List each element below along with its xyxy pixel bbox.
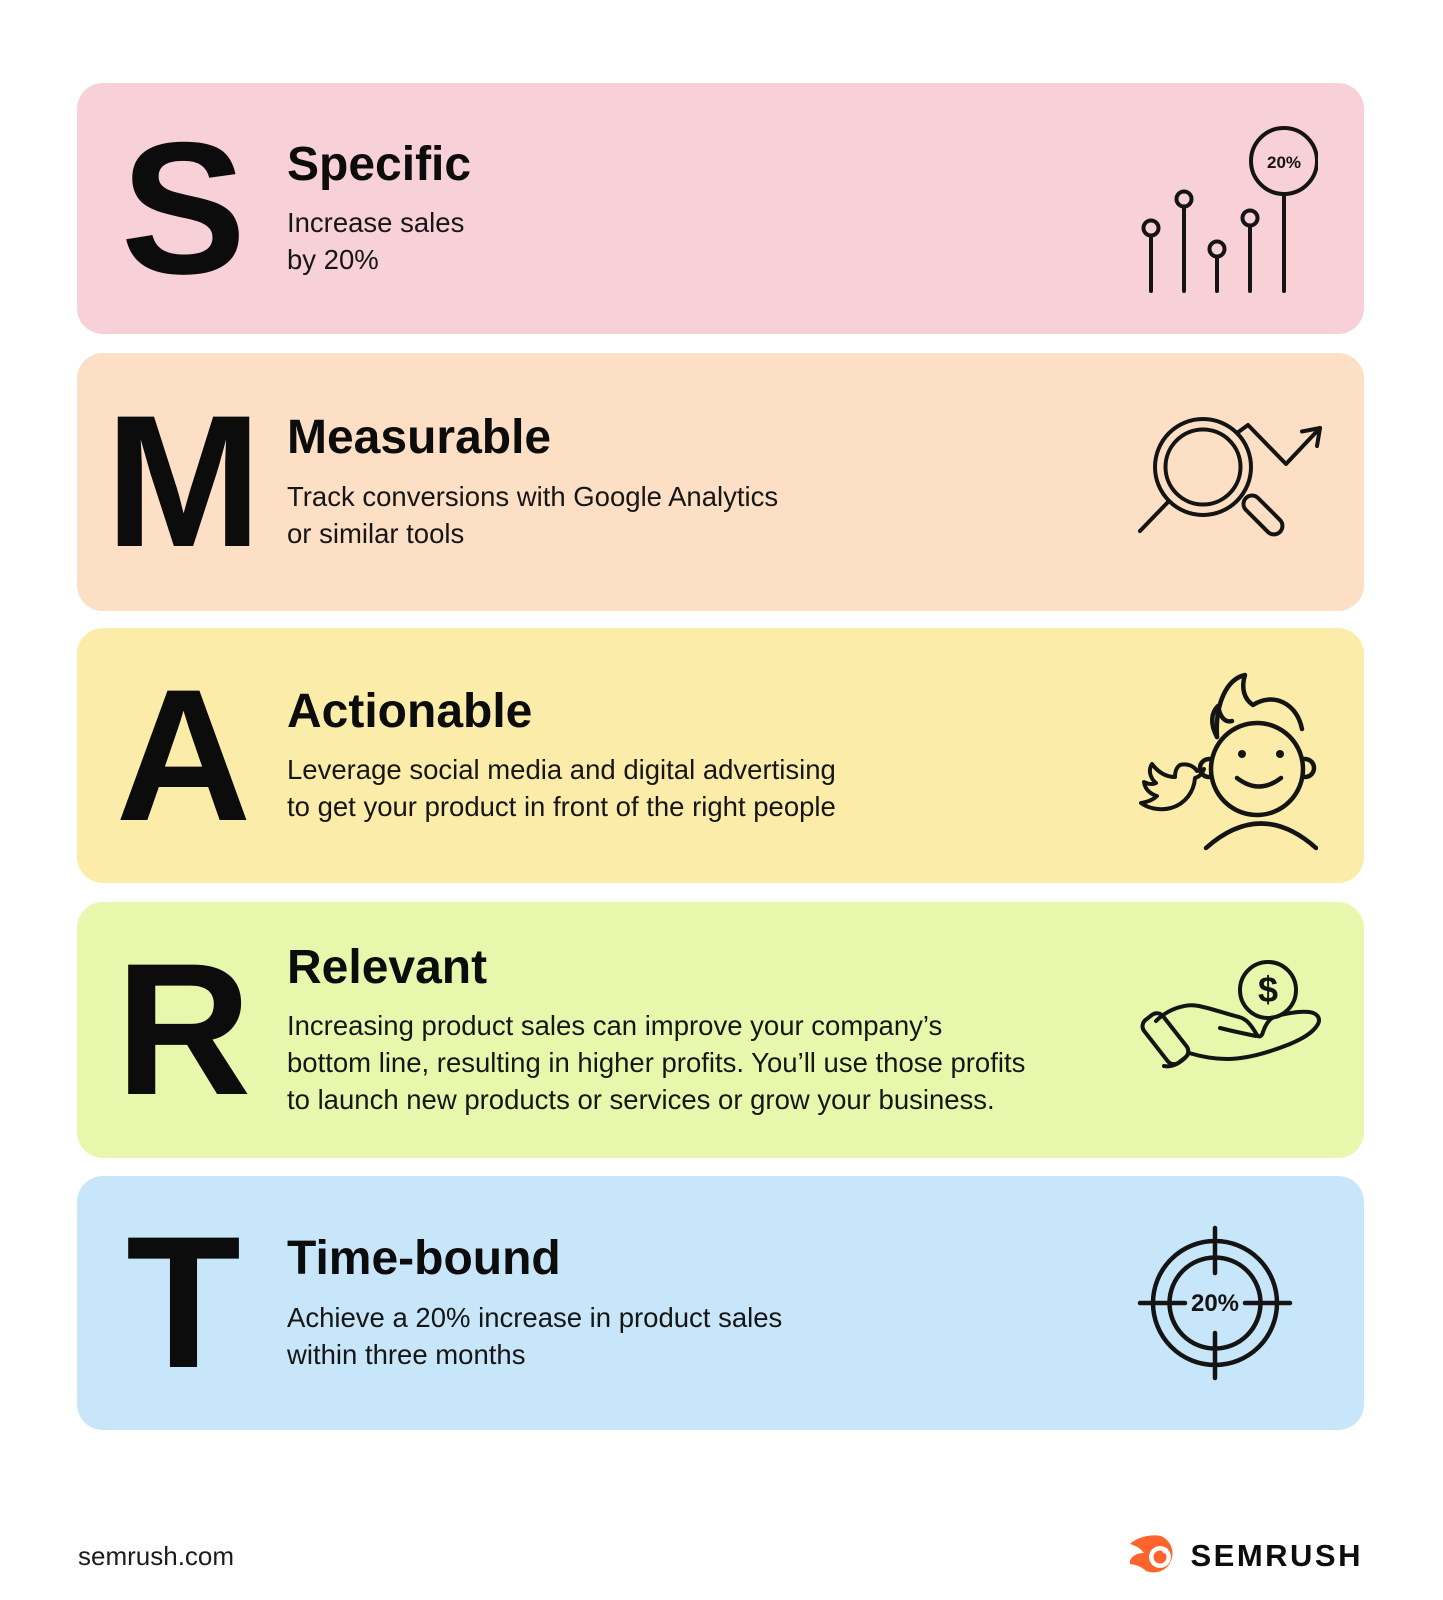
- semrush-logo: SEMRUSH: [1127, 1534, 1363, 1578]
- letter-s: S: [120, 102, 246, 313]
- row-description-measurable: Track conversions with Google Analytics …: [287, 480, 779, 549]
- row-description-actionable: Leverage social media and digital advert…: [287, 754, 836, 823]
- semrush-flame-icon: [1130, 1535, 1174, 1573]
- band-time-bound: T Time-bound Achieve a 20% increase in p…: [77, 1176, 1364, 1430]
- band-relevant: R Relevant Increasing product sales can …: [77, 902, 1364, 1158]
- text-column: Time-bound Achieve a 20% increase in pro…: [287, 1232, 1080, 1373]
- pins-badge-label: 20%: [1266, 153, 1300, 172]
- row-title-specific: Specific: [287, 137, 472, 191]
- site-url: semrush.com: [78, 1540, 235, 1571]
- letter-a: A: [115, 649, 252, 860]
- letter-column: S: [77, 102, 287, 313]
- growth-pins-icon: 20%: [1141, 125, 1318, 293]
- text-column: Actionable Leverage social media and dig…: [287, 684, 1080, 826]
- letter-column: M: [77, 376, 287, 587]
- band-measurable: M Measurable Track conversions with Goog…: [77, 353, 1364, 611]
- icon-column: [1080, 400, 1350, 565]
- text-column: Relevant Increasing product sales can im…: [287, 940, 1080, 1119]
- row-title-actionable: Actionable: [287, 684, 533, 738]
- letter-m: M: [105, 376, 262, 587]
- person-social-icon: [1138, 672, 1318, 850]
- letter-t: T: [126, 1197, 241, 1408]
- row-title-relevant: Relevant: [287, 940, 488, 994]
- band-specific: S Specific Increase sales by 20% 20%: [77, 83, 1364, 334]
- letter-column: T: [77, 1197, 287, 1408]
- target-icon: 20%: [1137, 1225, 1293, 1381]
- letter-r: R: [115, 924, 252, 1135]
- row-title-measurable: Measurable: [287, 411, 552, 465]
- icon-column: 20%: [1080, 124, 1350, 294]
- letter-column: A: [77, 649, 287, 860]
- letter-column: R: [77, 924, 287, 1135]
- target-badge-label: 20%: [1191, 1290, 1239, 1317]
- text-column: Specific Increase sales by 20%: [287, 137, 1080, 279]
- band-actionable: A Actionable Leverage social media and d…: [77, 628, 1364, 883]
- semrush-wordmark: SEMRUSH: [1190, 1538, 1363, 1573]
- footer: semrush.com SEMRUSH: [78, 1524, 1363, 1588]
- icon-column: $: [1080, 955, 1350, 1105]
- icon-column: 20%: [1080, 1223, 1350, 1383]
- row-description-relevant: Increasing product sales can improve you…: [287, 1010, 1026, 1116]
- hand-coin-icon: $: [1140, 960, 1321, 1069]
- coin-dollar-label: $: [1258, 969, 1278, 1010]
- row-description-time-bound: Achieve a 20% increase in product sales …: [287, 1301, 783, 1370]
- text-column: Measurable Track conversions with Google…: [287, 411, 1080, 552]
- magnifier-trend-icon: [1137, 416, 1322, 536]
- row-description-specific: Increase sales by 20%: [287, 207, 465, 276]
- icon-column: [1080, 661, 1350, 851]
- row-title-time-bound: Time-bound: [287, 1232, 561, 1286]
